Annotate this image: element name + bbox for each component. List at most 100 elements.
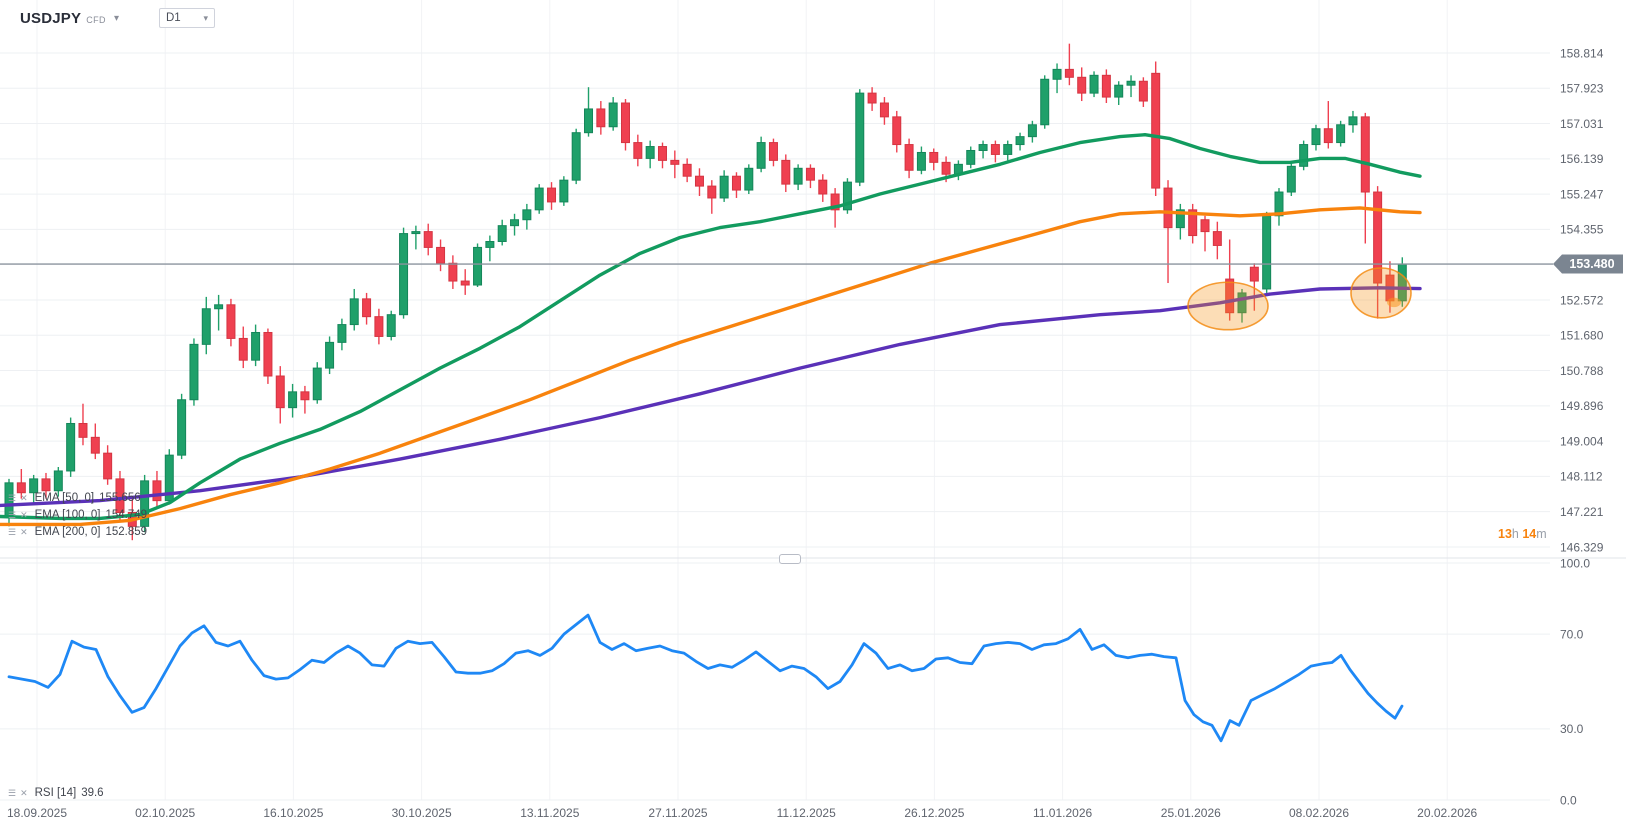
candle-body-up — [189, 343, 199, 401]
candle-body-up — [756, 142, 766, 169]
candle-body-up — [1040, 78, 1050, 126]
price-axis-label: 155.247 — [1560, 187, 1604, 201]
candle-body-up — [1089, 74, 1099, 94]
candle-body-up — [1299, 144, 1309, 167]
countdown-unit: h — [1511, 527, 1523, 541]
candle-body-down — [41, 478, 51, 492]
candle-body-up — [53, 470, 63, 492]
candle-body-down — [731, 175, 741, 191]
price-axis-label: 149.896 — [1560, 399, 1604, 413]
indicator-settings-icon[interactable]: ☰ — [8, 492, 17, 503]
candle-body-down — [1249, 266, 1259, 282]
timeframe-value: D1 — [165, 12, 181, 24]
candle-body-up — [1114, 84, 1124, 98]
highlight-blob-annotation[interactable] — [1387, 297, 1401, 308]
candle-body-down — [547, 187, 557, 203]
indicator-close-icon[interactable]: ✕ — [20, 492, 28, 503]
highlight-ellipse-annotation[interactable] — [1187, 281, 1269, 331]
current-price-badge-value: 153.480 — [1569, 257, 1614, 271]
indicator-close-icon[interactable]: ✕ — [20, 526, 28, 537]
countdown-number: 13 — [1498, 527, 1512, 541]
candle-body-up — [1175, 209, 1185, 229]
rsi-legend-label: RSI [14] — [34, 787, 77, 799]
candle-body-down — [1323, 128, 1333, 144]
price-axis-label: 148.112 — [1560, 470, 1603, 484]
indicator-close-icon[interactable]: ✕ — [20, 509, 28, 520]
candle-body-down — [929, 151, 939, 163]
ema50-legend: ☰ ✕ EMA [50, 0] 155.656 — [8, 492, 141, 504]
ema200-legend: ☰ ✕ EMA [200, 0] 152.859 — [8, 526, 147, 538]
date-axis-label: 27.11.2025 — [648, 806, 707, 820]
ema200-legend-value: 152.859 — [105, 526, 148, 538]
candle-body-up — [29, 478, 39, 494]
candle-body-up — [325, 341, 335, 369]
ema100-line — [0, 206, 1422, 527]
candle-body-down — [300, 391, 310, 401]
candle-body-down — [904, 144, 914, 171]
ema200-legend-label: EMA [200, 0] — [34, 526, 101, 538]
indicator-close-icon[interactable]: ✕ — [20, 787, 28, 798]
candle-body-down — [596, 108, 606, 128]
countdown-number: 14 — [1522, 527, 1537, 541]
candle-body-up — [584, 108, 594, 134]
candle-body-down — [830, 193, 840, 211]
rsi-legend-value: 39.6 — [81, 787, 104, 799]
candle-body-down — [1077, 76, 1087, 94]
highlight-ellipse-annotation[interactable] — [1350, 267, 1412, 319]
price-axis-label: 158.814 — [1560, 46, 1604, 60]
candle-body-down — [941, 161, 951, 175]
symbol-name[interactable]: USDJPY — [20, 9, 82, 27]
date-axis-label: 08.02.2026 — [1289, 806, 1349, 820]
ema50-legend-value: 155.656 — [99, 492, 141, 504]
candle-body-up — [164, 454, 174, 502]
candle-body-up — [485, 240, 495, 248]
candle-body-down — [1373, 191, 1383, 284]
candle-body-down — [1138, 80, 1148, 102]
candle-body-down — [694, 175, 704, 187]
candle-body-down — [16, 482, 26, 494]
ema50-line — [0, 132, 1422, 521]
ema200-line — [0, 286, 1422, 508]
candle-body-up — [1003, 144, 1013, 155]
candle-body-up — [386, 314, 396, 337]
date-axis-label: 18.09.2025 — [7, 806, 67, 820]
indicator-settings-icon[interactable]: ☰ — [8, 787, 17, 798]
price-axis-label: 152.572 — [1560, 293, 1604, 307]
pane-resize-handle[interactable] — [779, 554, 801, 564]
rsi-legend: ☰ ✕ RSI [14] 39.6 — [8, 787, 104, 799]
date-axis-label: 26.12.2025 — [904, 806, 964, 820]
rsi-axis-label: 30.0 — [1560, 722, 1584, 736]
candle-body-down — [1101, 74, 1111, 98]
candle-body-down — [1225, 278, 1235, 314]
candle-body-up — [793, 167, 803, 185]
candle-body-down — [1151, 72, 1161, 189]
candle-body-up — [719, 175, 729, 199]
candle-body-down — [263, 331, 273, 377]
candle-body-up — [1126, 80, 1136, 86]
indicator-settings-icon[interactable]: ☰ — [8, 526, 17, 537]
candle-body-down — [707, 185, 717, 199]
timeframe-dropdown[interactable]: D1 ▾ — [158, 8, 215, 28]
candle-body-down — [103, 452, 113, 480]
candle-body-down — [670, 159, 680, 165]
candle-body-down — [621, 102, 630, 144]
price-axis-label: 157.923 — [1560, 82, 1604, 96]
price-axis-label: 146.329 — [1560, 540, 1604, 554]
candle-body-down — [90, 436, 100, 454]
date-axis-label: 13.11.2025 — [520, 806, 579, 820]
symbol-dropdown-caret-icon[interactable]: ▾ — [113, 12, 119, 24]
date-axis-label: 20.02.2026 — [1417, 806, 1477, 820]
candle-body-down — [152, 480, 162, 502]
price-axis-label: 147.221 — [1560, 505, 1604, 519]
indicator-settings-icon[interactable]: ☰ — [8, 509, 17, 520]
candle-body-down — [892, 116, 902, 146]
candle-body-down — [1212, 231, 1222, 246]
candle-body-up — [1015, 136, 1025, 146]
candle-body-up — [1262, 215, 1272, 290]
ema100-legend-value: 154.749 — [105, 509, 148, 521]
candle-body-down — [115, 478, 125, 514]
candle-body-up — [140, 480, 150, 527]
candle-body-up — [1237, 292, 1247, 314]
candle-body-up — [559, 179, 569, 203]
